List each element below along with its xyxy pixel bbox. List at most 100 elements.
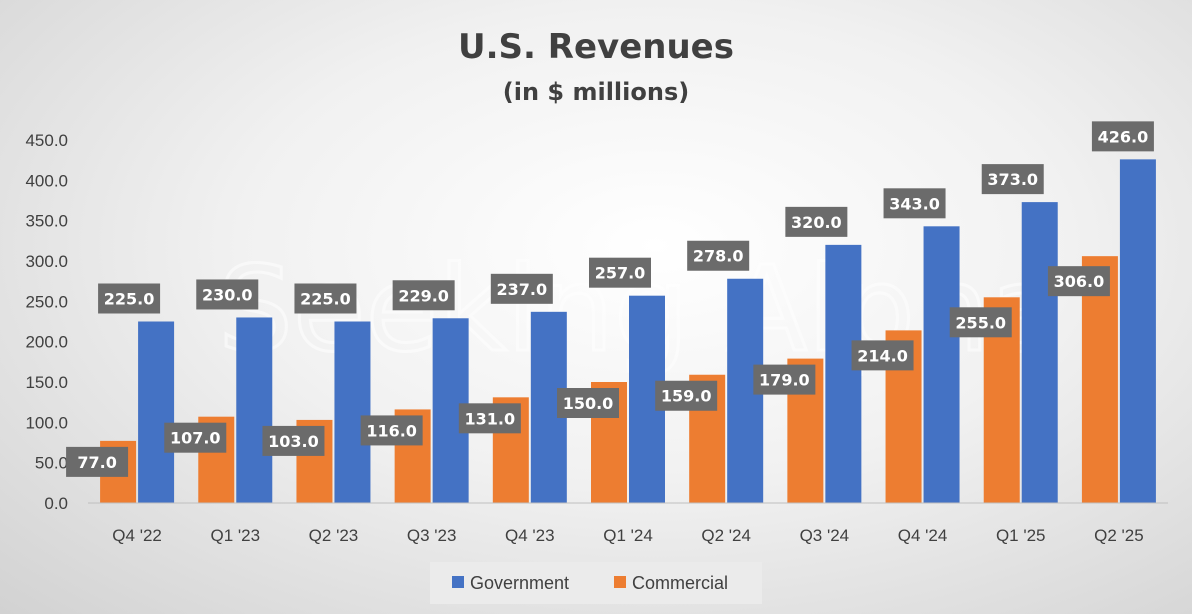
x-tick-label: Q3 '23	[407, 526, 457, 545]
data-label-text: 426.0	[1098, 127, 1149, 146]
data-label: 179.0	[753, 364, 816, 395]
legend-background	[430, 562, 762, 604]
data-label-box	[360, 415, 423, 446]
data-label-text: 255.0	[955, 313, 1006, 332]
data-label-text: 103.0	[268, 432, 319, 451]
data-label: 77.0	[66, 446, 129, 477]
legend[interactable]: Government Commercial	[430, 562, 762, 604]
y-tick-label: 0.0	[44, 494, 68, 513]
data-label: 373.0	[981, 164, 1044, 195]
y-tick-label: 400.0	[25, 171, 68, 190]
data-label-box	[949, 307, 1012, 338]
data-label-text: 159.0	[661, 387, 712, 406]
data-label: 159.0	[655, 380, 718, 411]
data-label: 343.0	[883, 188, 946, 219]
bar-government	[138, 321, 175, 503]
data-label-box	[164, 422, 227, 453]
legend-swatch	[614, 576, 626, 588]
data-label-box	[1047, 266, 1110, 297]
data-label-text: 77.0	[77, 453, 116, 472]
data-label: 150.0	[557, 388, 619, 418]
x-tick-label: Q4 '24	[898, 526, 948, 545]
data-label-text: 179.0	[759, 371, 810, 390]
bar-government	[1021, 202, 1058, 503]
y-tick-label: 200.0	[25, 333, 68, 352]
data-label-text: 343.0	[889, 194, 940, 213]
y-tick-label: 150.0	[25, 373, 68, 392]
data-label-box	[785, 206, 848, 237]
data-label-box	[981, 164, 1044, 195]
y-tick-label: 250.0	[25, 292, 68, 311]
data-label: 320.0	[785, 206, 848, 237]
data-label-text: 214.0	[857, 346, 908, 365]
bar-series	[100, 159, 1156, 504]
y-axis: 0.0 50.0 100.0 150.0 200.0 250.0 300.0 350.0 400…	[25, 131, 68, 513]
y-tick-label: 450.0	[25, 131, 68, 150]
data-label-text: 278.0	[693, 247, 744, 266]
data-label: 116.0	[360, 415, 423, 446]
y-tick-label: 350.0	[25, 212, 68, 231]
data-label-text: 237.0	[497, 280, 548, 299]
data-label-box	[557, 388, 619, 418]
data-label-text: 131.0	[465, 409, 516, 428]
data-label: 278.0	[687, 240, 750, 271]
data-label-box	[851, 340, 914, 371]
x-tick-label: Q2 '25	[1094, 526, 1144, 545]
legend-item-commercial[interactable]: Commercial	[614, 573, 728, 593]
x-axis: Q4 '22 Q1 '23 Q2 '23 Q3 '23 Q4 '23 Q1 '24 Q2 '…	[112, 526, 1143, 545]
x-tick-label: Q1 '25	[996, 526, 1046, 545]
bar-government	[236, 317, 273, 503]
data-labels: 77.0 225.0 107.0 230.0 103.0 225.0 116.0 229.0 1…	[66, 121, 1154, 477]
x-tick-label: Q3 '24	[800, 526, 850, 545]
bar-government	[334, 321, 371, 503]
y-tick-label: 50.0	[35, 454, 68, 473]
x-tick-label: Q2 '23	[309, 526, 359, 545]
data-label-box	[589, 257, 651, 288]
data-label-box	[294, 283, 357, 314]
data-label: 107.0	[164, 422, 227, 453]
data-label: 225.0	[98, 283, 161, 314]
legend-label: Commercial	[632, 573, 728, 593]
data-label: 426.0	[1091, 121, 1154, 152]
data-label: 103.0	[262, 425, 325, 456]
bar-government	[825, 244, 862, 503]
x-tick-label: Q4 '22	[112, 526, 162, 545]
y-tick-label: 100.0	[25, 413, 68, 432]
data-label: 306.0	[1047, 266, 1110, 297]
data-label: 230.0	[196, 279, 259, 310]
data-label-box	[98, 283, 161, 314]
data-label: 214.0	[851, 340, 914, 371]
data-label-text: 320.0	[791, 213, 842, 232]
chart-title: U.S. Revenues	[458, 27, 734, 67]
data-label-text: 229.0	[398, 286, 449, 305]
data-label-box	[753, 364, 816, 395]
data-label: 225.0	[294, 283, 357, 314]
data-label-box	[262, 425, 325, 456]
data-label: 255.0	[949, 307, 1012, 338]
data-label-box	[1091, 121, 1154, 152]
bar-government	[923, 226, 960, 503]
data-label-text: 257.0	[595, 264, 646, 283]
data-label-box	[490, 273, 553, 304]
data-label-text: 373.0	[987, 170, 1038, 189]
data-label-text: 230.0	[202, 285, 253, 304]
data-label: 237.0	[490, 273, 553, 304]
chart-subtitle: (in $ millions)	[503, 78, 689, 106]
data-label-box	[392, 280, 455, 311]
data-label: 257.0	[589, 257, 651, 288]
data-label-box	[687, 240, 750, 271]
data-label-text: 225.0	[104, 290, 155, 309]
y-tick-label: 300.0	[25, 252, 68, 271]
bar-commercial	[1081, 256, 1118, 503]
x-tick-label: Q4 '23	[505, 526, 555, 545]
legend-item-government[interactable]: Government	[452, 573, 569, 593]
data-label-box	[66, 446, 129, 477]
x-tick-label: Q2 '24	[701, 526, 751, 545]
bar-government	[1119, 159, 1156, 504]
data-label-text: 107.0	[170, 429, 221, 448]
data-label-text: 225.0	[300, 290, 351, 309]
data-label-text: 306.0	[1054, 272, 1105, 291]
data-label-box	[458, 403, 521, 434]
legend-swatch	[452, 576, 464, 588]
